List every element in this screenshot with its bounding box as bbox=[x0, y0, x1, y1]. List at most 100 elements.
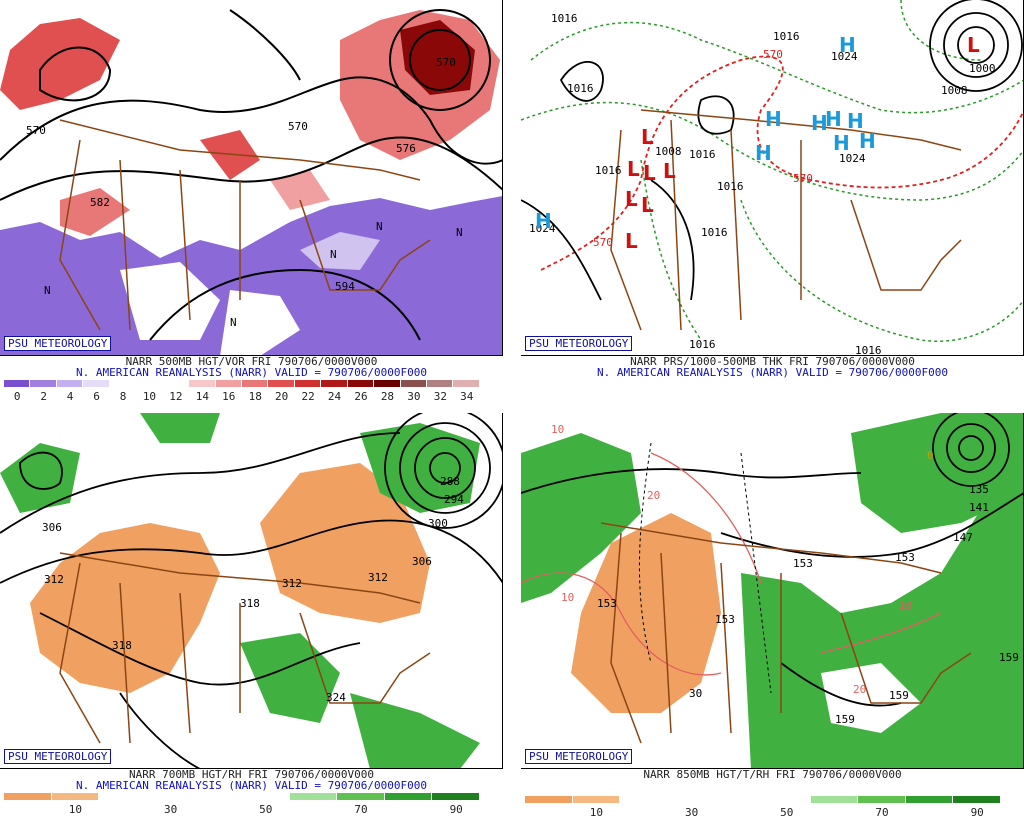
colorbar-swatch bbox=[51, 793, 100, 800]
contour-label: 324 bbox=[326, 691, 346, 704]
colorbar-swatch bbox=[30, 380, 57, 387]
colorbar-tick-label: 10 bbox=[68, 803, 83, 816]
contour-label: 570 bbox=[593, 236, 613, 249]
panel-700mb: 306 312 318 318 312 312 306 300 294 288 … bbox=[0, 413, 503, 819]
high-pressure-marker: H bbox=[847, 109, 864, 133]
contour-label: 576 bbox=[396, 142, 416, 155]
colorbar-tick-label: 8 bbox=[119, 390, 127, 403]
colorbar-tick-label: 50 bbox=[259, 803, 273, 816]
colorbar-tick-label: 12 bbox=[169, 390, 183, 403]
map-500mb: 570 570 582 594 576 570 N N N N N bbox=[0, 0, 503, 356]
panel-500mb: 570 570 582 594 576 570 N N N N N PSU ME… bbox=[0, 0, 503, 406]
colorbar-tick-label: 50 bbox=[780, 806, 794, 819]
contour-label: 570 bbox=[26, 124, 46, 137]
low-pressure-marker: L bbox=[641, 193, 654, 217]
contour-label: 306 bbox=[42, 521, 62, 534]
low-pressure-marker: L bbox=[627, 157, 640, 181]
colorbar-swatch bbox=[953, 796, 1001, 803]
contour-label: 1008 bbox=[655, 145, 682, 158]
colorbar-swatch bbox=[374, 380, 401, 387]
colorbar-tick-label: 30 bbox=[163, 803, 178, 816]
contour-label: 1024 bbox=[839, 152, 866, 165]
colorbar-swatch bbox=[4, 793, 52, 800]
colorbar-tick-label: 18 bbox=[248, 390, 262, 403]
contour-label: 1016 bbox=[551, 12, 578, 25]
colorbar-swatch bbox=[4, 380, 31, 387]
rh-moist-area bbox=[0, 443, 80, 513]
contour-label: 288 bbox=[440, 475, 460, 488]
colorbar-swatch bbox=[427, 380, 454, 387]
colorbar-swatch bbox=[715, 796, 763, 803]
map-700mb-svg: 306 312 318 318 312 312 306 300 294 288 … bbox=[0, 413, 502, 768]
contour-label: 306 bbox=[412, 555, 432, 568]
low-pressure-marker: L bbox=[663, 159, 676, 183]
colorbar-tick-label: 22 bbox=[301, 390, 315, 403]
colorbar-swatch bbox=[83, 380, 110, 387]
colorbar-tick-label: 4 bbox=[66, 390, 74, 403]
colorbar-swatch bbox=[146, 793, 195, 800]
rh-moist-area bbox=[140, 413, 220, 443]
vorticity-low-area bbox=[220, 290, 300, 355]
colorbar-swatch bbox=[215, 380, 242, 387]
colorbar-tick-label: 14 bbox=[195, 390, 209, 403]
isotherm-label: 0 bbox=[927, 449, 934, 462]
colorbar-tick-label: 30 bbox=[407, 390, 421, 403]
vorticity-high-area bbox=[0, 18, 120, 110]
contour-label: 1016 bbox=[855, 344, 882, 356]
rh-white-hole bbox=[821, 663, 921, 733]
rh-moist-area bbox=[350, 693, 480, 768]
colorbar-swatch bbox=[337, 793, 385, 800]
contour-label: 312 bbox=[282, 577, 302, 590]
min-marker: N bbox=[376, 220, 383, 233]
panel-thickness: 1016 1016 1016 1008 1016 1016 1024 1024 … bbox=[521, 0, 1024, 406]
psu-meteorology-badge: PSU METEOROLOGY bbox=[4, 336, 112, 351]
contour-label: 312 bbox=[44, 573, 64, 586]
contour-label: 1016 bbox=[567, 82, 594, 95]
contour-label: 1000 bbox=[969, 62, 996, 75]
contour-label: 153 bbox=[793, 557, 813, 570]
colorbar-tick-label: 24 bbox=[327, 390, 342, 403]
psu-meteorology-badge: PSU METEOROLOGY bbox=[525, 749, 633, 764]
colorbar-swatch bbox=[905, 796, 954, 803]
colorbar-swatch bbox=[56, 380, 84, 387]
colorbar-swatch bbox=[384, 793, 433, 800]
low-pressure-marker: L bbox=[643, 161, 656, 185]
isotherm-label: 20 bbox=[853, 683, 866, 696]
rh-moist-area bbox=[521, 433, 641, 603]
colorbar-swatch bbox=[294, 380, 322, 387]
isotherm-label: 30 bbox=[689, 687, 702, 700]
colorbar-tick-label: 10 bbox=[142, 390, 157, 403]
high-pressure-marker: H bbox=[535, 209, 552, 233]
min-marker: N bbox=[330, 248, 337, 261]
colorbar-tick-label: 32 bbox=[433, 390, 447, 403]
contour-label: 1016 bbox=[689, 338, 716, 351]
isotherm-label: 10 bbox=[899, 599, 912, 612]
colorbar-swatch bbox=[109, 380, 137, 387]
panel-valid-caption: N. AMERICAN REANALYSIS (NARR) VALID = 79… bbox=[76, 366, 427, 379]
colorbar-tick-label: 2 bbox=[40, 390, 47, 403]
contour-label: 318 bbox=[240, 597, 260, 610]
contour-label: 1008 bbox=[941, 84, 968, 97]
rh-moist-area bbox=[851, 413, 1023, 533]
colorbar-swatch bbox=[321, 380, 348, 387]
high-pressure-marker: H bbox=[833, 131, 850, 155]
high-pressure-marker: H bbox=[811, 111, 828, 135]
colorbar-swatch bbox=[194, 793, 242, 800]
contour-label: 153 bbox=[715, 613, 735, 626]
low-pressure-marker: L bbox=[625, 187, 638, 211]
contour-label: 570 bbox=[436, 56, 456, 69]
colorbar-tick-label: 28 bbox=[380, 390, 395, 403]
colorbar-swatch bbox=[858, 796, 906, 803]
contour-label: 594 bbox=[335, 280, 355, 293]
rh-dry-area bbox=[30, 523, 220, 693]
high-pressure-marker: H bbox=[825, 107, 842, 131]
colorbar-swatch bbox=[432, 793, 480, 800]
colorbar-tick-label: 16 bbox=[222, 390, 236, 403]
colorbar-swatch bbox=[525, 796, 573, 803]
contour-label: 570 bbox=[288, 120, 308, 133]
colorbar-swatch bbox=[189, 380, 216, 387]
panel-valid-caption: N. AMERICAN REANALYSIS (NARR) VALID = 79… bbox=[76, 779, 427, 792]
colorbar bbox=[4, 380, 480, 387]
colorbar bbox=[4, 793, 480, 800]
contour-label: 1016 bbox=[717, 180, 744, 193]
